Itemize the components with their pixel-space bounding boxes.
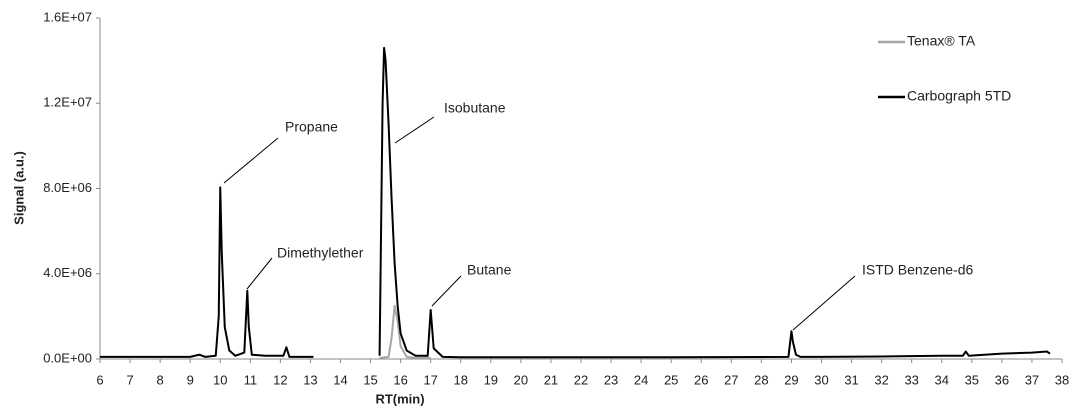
- x-axis-label: RT(min): [375, 391, 424, 406]
- series-line: [100, 46, 1051, 359]
- annotation: Dimethylether: [277, 245, 364, 261]
- series-line: [379, 304, 431, 359]
- y-tick-label: 8.0E+06: [43, 180, 92, 195]
- x-tick-label: 22: [574, 372, 588, 387]
- x-tick-label: 35: [965, 372, 979, 387]
- x-tick-label: 19: [484, 372, 498, 387]
- x-tick-label: 33: [904, 372, 918, 387]
- x-tick-label: 25: [664, 372, 678, 387]
- y-tick-label: 4.0E+06: [43, 265, 92, 280]
- x-tick-label: 31: [844, 372, 858, 387]
- x-tick-label: 6: [96, 372, 103, 387]
- annotation-leader: [431, 275, 462, 307]
- x-tick-label: 10: [213, 372, 227, 387]
- x-tick-label: 27: [724, 372, 738, 387]
- x-tick-label: 16: [393, 372, 407, 387]
- legend-label: Tenax® TA: [907, 33, 976, 49]
- x-tick-label: 14: [333, 372, 347, 387]
- x-tick-label: 12: [273, 372, 287, 387]
- annotation-leader: [394, 116, 435, 144]
- legend-label: Carbograph 5TD: [907, 88, 1011, 104]
- x-tick-label: 24: [634, 372, 648, 387]
- annotation-leader: [246, 257, 273, 290]
- x-tick-label: 13: [303, 372, 317, 387]
- x-tick-label: 9: [187, 372, 194, 387]
- annotation-leader: [792, 275, 856, 331]
- y-tick-label: 1.6E+07: [43, 9, 92, 24]
- x-tick-label: 32: [874, 372, 888, 387]
- x-tick-label: 8: [157, 372, 164, 387]
- x-tick-label: 28: [754, 372, 768, 387]
- x-tick-label: 18: [454, 372, 468, 387]
- y-axis-label: Signal (a.u.): [11, 151, 26, 225]
- annotation: ISTD Benzene-d6: [862, 262, 973, 278]
- y-tick-label: 0.0E+00: [43, 350, 92, 365]
- x-tick-label: 37: [1025, 372, 1039, 387]
- x-tick-label: 30: [814, 372, 828, 387]
- x-tick-label: 17: [423, 372, 437, 387]
- annotation: Propane: [285, 119, 338, 135]
- x-tick-label: 36: [995, 372, 1009, 387]
- x-tick-label: 21: [544, 372, 558, 387]
- y-tick-label: 1.2E+07: [43, 95, 92, 110]
- x-tick-label: 34: [935, 372, 949, 387]
- x-tick-label: 20: [514, 372, 528, 387]
- x-tick-label: 29: [784, 372, 798, 387]
- annotation: Isobutane: [444, 100, 506, 116]
- annotation-leader: [223, 137, 279, 184]
- annotation: Butane: [467, 262, 512, 278]
- x-tick-label: 38: [1055, 372, 1069, 387]
- x-tick-label: 23: [604, 372, 618, 387]
- x-tick-label: 26: [694, 372, 708, 387]
- x-tick-label: 15: [363, 372, 377, 387]
- x-tick-label: 11: [244, 372, 258, 387]
- x-tick-label: 7: [126, 372, 133, 387]
